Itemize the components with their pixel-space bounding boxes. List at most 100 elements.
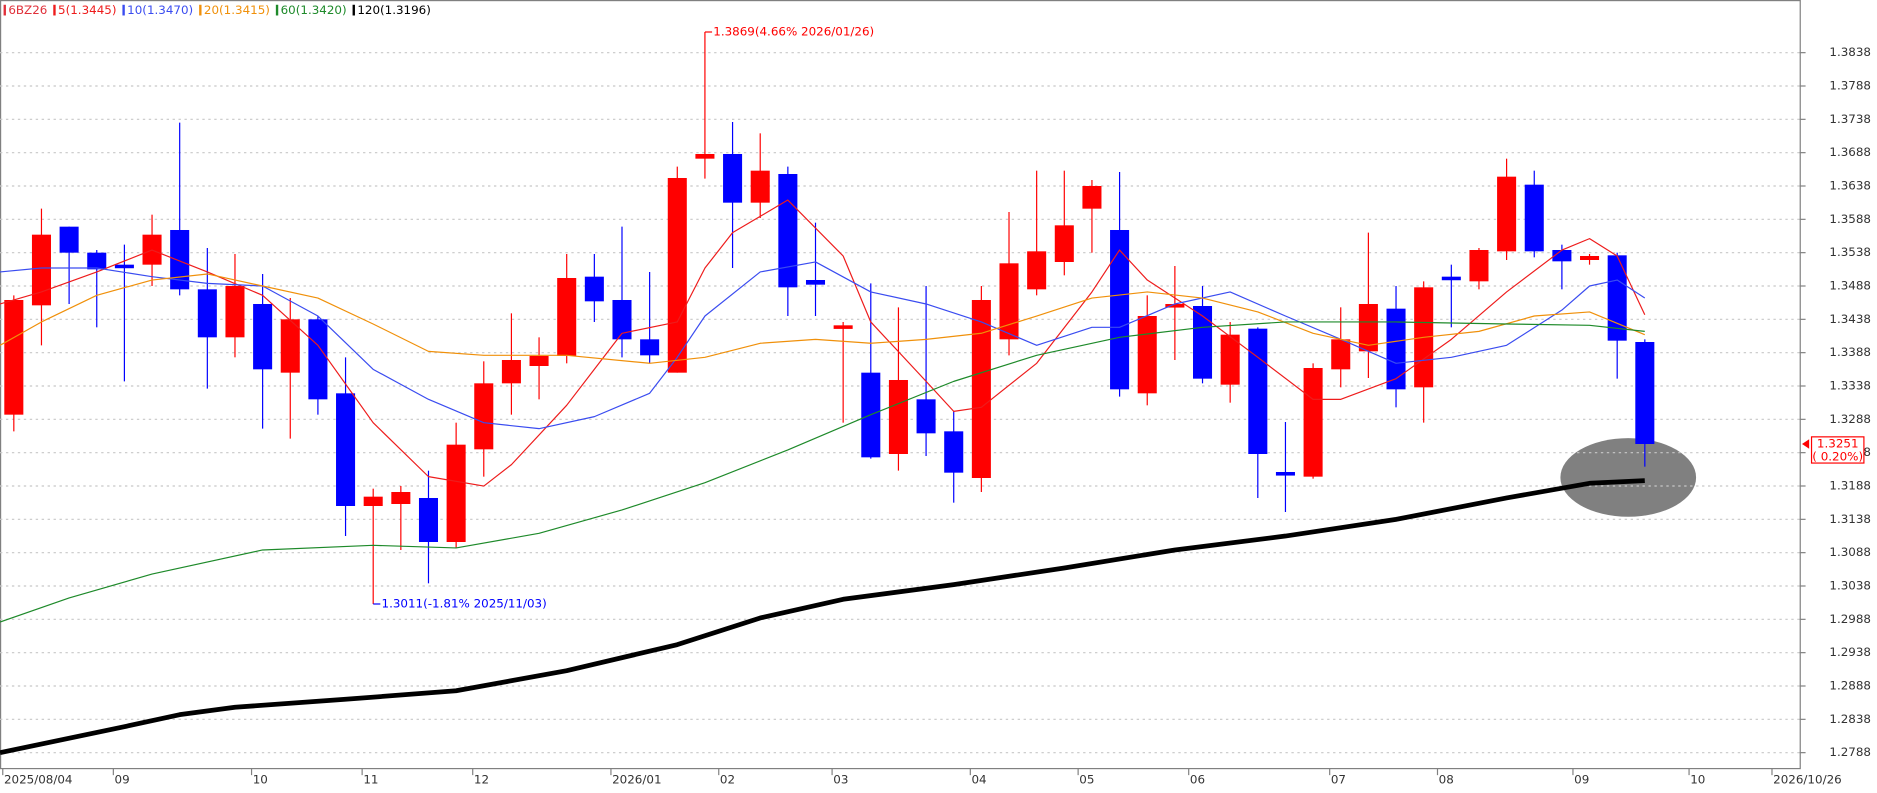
- candle-body: [695, 153, 715, 159]
- high-annotation: 1.3869(4.66% 2026/01/26): [713, 24, 874, 38]
- legend-swatch: [352, 4, 355, 16]
- plot-frame: [0, 0, 1801, 770]
- candle-body: [1027, 251, 1047, 290]
- y-tick-label: 1.3488: [1829, 278, 1871, 292]
- candle-body: [418, 497, 439, 542]
- candle-body: [1524, 184, 1544, 252]
- legend-swatch: [3, 4, 6, 16]
- y-tick-label: 1.3588: [1829, 212, 1871, 226]
- candle-body: [1469, 249, 1489, 282]
- legend-entry: 5(1.3445): [58, 3, 116, 17]
- candle-body: [391, 491, 411, 504]
- x-tick-label: 10: [253, 772, 268, 786]
- candle-body: [474, 383, 494, 450]
- x-tick-label: 04: [972, 772, 987, 786]
- candle-body: [723, 153, 743, 203]
- candle-body: [557, 277, 577, 356]
- candle-body: [1248, 328, 1268, 454]
- legend-entry: 10(1.3470): [127, 3, 193, 17]
- candle-body: [197, 289, 217, 338]
- x-tick-label: 03: [833, 772, 848, 786]
- candle-body: [1358, 303, 1378, 352]
- candle-body: [4, 299, 24, 415]
- y-tick-label: 1.3538: [1829, 245, 1871, 259]
- price-tag: [1810, 436, 1865, 464]
- candle-body: [529, 355, 549, 366]
- candle-body: [1552, 249, 1572, 262]
- y-tick-label: 1.3188: [1829, 478, 1871, 492]
- y-tick-label: 1.3288: [1829, 412, 1871, 426]
- candle-body: [1580, 255, 1600, 260]
- x-tick-label: 08: [1439, 772, 1454, 786]
- candle-body: [1607, 255, 1627, 341]
- legend-swatch: [53, 4, 56, 16]
- candle-body: [944, 431, 964, 473]
- y-tick-label: 1.2938: [1829, 645, 1871, 659]
- x-tick-label: 12: [474, 772, 489, 786]
- candle-body: [446, 444, 466, 542]
- candle-body: [833, 325, 853, 329]
- candle-body: [1165, 303, 1185, 308]
- x-tick-label: 07: [1331, 772, 1346, 786]
- y-tick-label: 1.3838: [1829, 45, 1871, 59]
- y-tick-label: 1.3688: [1829, 145, 1871, 159]
- y-tick-label: 1.3038: [1829, 578, 1871, 592]
- ma-line: [0, 261, 1646, 430]
- x-tick-label: 09: [115, 772, 130, 786]
- candle-body: [1497, 176, 1517, 252]
- candle-body: [916, 399, 936, 434]
- candle-body: [280, 319, 300, 373]
- ma-line: [0, 199, 1646, 487]
- candle-body: [1137, 315, 1157, 394]
- x-tick-label: 2026/10/26: [1773, 772, 1842, 786]
- y-tick-label: 1.2788: [1829, 745, 1871, 759]
- price-marker: [1802, 439, 1810, 449]
- y-tick-label: 1.3138: [1829, 512, 1871, 526]
- candle-body: [750, 170, 770, 203]
- candle-body: [640, 339, 660, 356]
- x-tick-label: 2025/08/04: [4, 772, 73, 786]
- legend-swatch: [199, 4, 202, 16]
- legend-entry: 120(1.3196): [357, 3, 431, 17]
- candle-body: [667, 177, 687, 373]
- candle-body: [1192, 305, 1213, 379]
- ma-line: [0, 321, 1645, 623]
- candle-body: [888, 379, 908, 454]
- candle-body: [253, 303, 273, 370]
- x-tick-label: 02: [720, 772, 735, 786]
- candle-body: [805, 279, 826, 285]
- candle-body: [59, 226, 79, 253]
- candle-body: [612, 299, 632, 340]
- candle-body: [971, 299, 991, 478]
- x-tick-label: 09: [1574, 772, 1589, 786]
- candle-body: [336, 393, 356, 506]
- y-tick-label: 1.3788: [1829, 78, 1871, 92]
- legend-swatch: [122, 4, 125, 16]
- x-tick-label: 10: [1690, 772, 1705, 786]
- price-change: ( 0.20%): [1812, 450, 1863, 464]
- y-tick-label: 1.3338: [1829, 378, 1871, 392]
- candle-body: [308, 319, 328, 400]
- low-annotation: 1.3011(-1.81% 2025/11/03): [382, 596, 547, 610]
- legend-entry: 20(1.3415): [204, 3, 270, 17]
- candle-body: [501, 359, 521, 384]
- candle-body: [31, 234, 51, 306]
- y-tick-label: 1.2988: [1829, 612, 1871, 626]
- x-tick-label: 2026/01: [612, 772, 661, 786]
- legend-swatch: [275, 4, 279, 16]
- ma-line: [0, 478, 1645, 755]
- ma-line: [0, 273, 1646, 364]
- candle-body: [778, 173, 798, 288]
- y-tick-label: 1.2888: [1829, 678, 1871, 692]
- y-tick-label: 1.3388: [1829, 345, 1871, 359]
- y-tick-label: 1.2838: [1829, 712, 1871, 726]
- candle-body: [1082, 185, 1102, 209]
- y-tick-label: 1.3088: [1829, 545, 1871, 559]
- candle-body: [1441, 276, 1461, 281]
- legend-entry: 60(1.3420): [281, 3, 347, 17]
- candle-body: [1054, 225, 1074, 262]
- last-price: 1.3251: [1817, 436, 1859, 450]
- candle-body: [1386, 308, 1406, 390]
- x-tick-label: 11: [363, 772, 378, 786]
